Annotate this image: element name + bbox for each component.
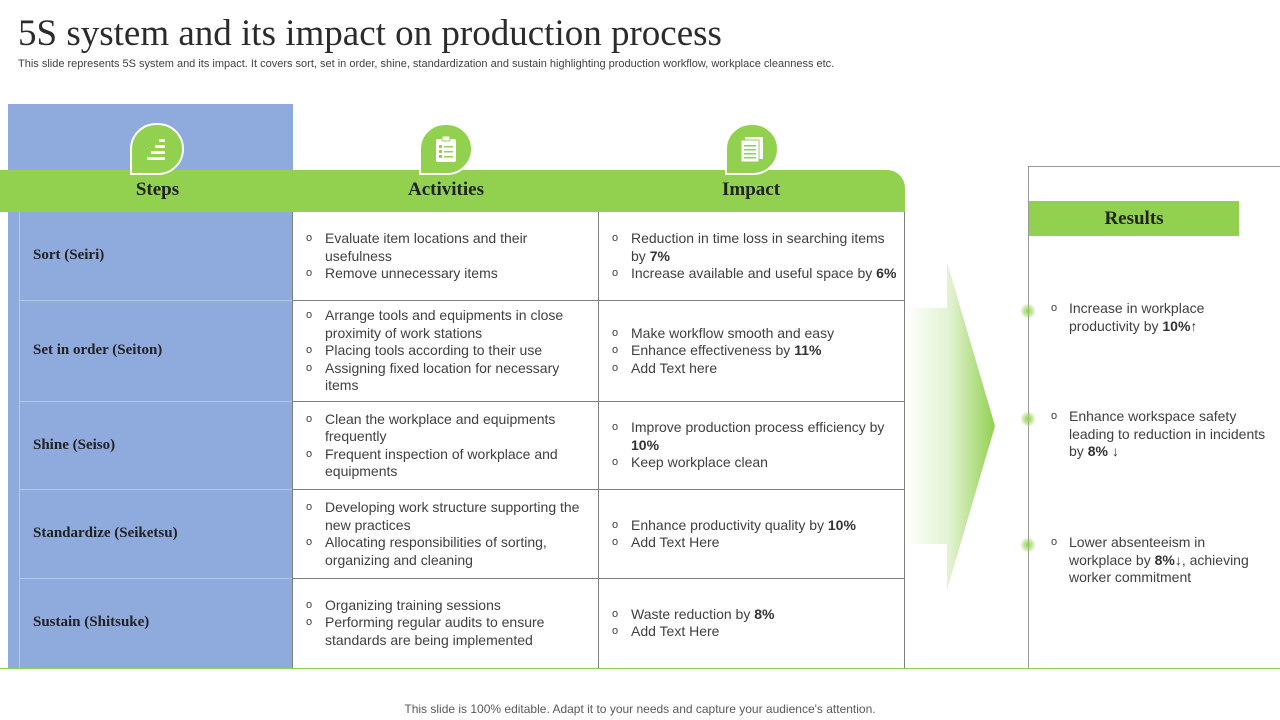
activity-item: Remove unnecessary items bbox=[293, 265, 593, 283]
activities-cell: Evaluate item locations and their useful… bbox=[293, 213, 593, 300]
activity-item: Developing work structure supporting the… bbox=[293, 499, 593, 534]
clipboard-checklist-icon bbox=[419, 123, 473, 175]
header-steps: Steps bbox=[135, 179, 180, 200]
document-icon bbox=[725, 123, 779, 175]
activity-item: Assigning fixed location for necessary i… bbox=[293, 360, 593, 395]
impact-cell: Improve production process efficiency by… bbox=[599, 402, 899, 489]
result-item: Lower absenteeism in workplace by 8%↓, a… bbox=[1045, 534, 1270, 587]
impact-item: Waste reduction by 8% bbox=[599, 606, 899, 624]
arrow-down-icon: ↓ bbox=[1111, 443, 1119, 459]
impact-cell: Waste reduction by 8% Add Text Here bbox=[599, 579, 899, 667]
step-separator bbox=[20, 401, 292, 402]
flow-arrow bbox=[905, 262, 995, 590]
impact-cell: Make workflow smooth and easy Enhance ef… bbox=[599, 301, 899, 401]
impact-item: Enhance productivity quality by 10% bbox=[599, 517, 899, 535]
page-subtitle: This slide represents 5S system and its … bbox=[18, 58, 835, 70]
result-glow-dot bbox=[1020, 537, 1036, 553]
table-header-bar bbox=[0, 170, 905, 212]
impact-item: Add Text Here bbox=[599, 534, 899, 552]
activity-item: Frequent inspection of workplace and equ… bbox=[293, 446, 593, 481]
step-separator bbox=[20, 300, 292, 301]
steps-inner-border bbox=[19, 212, 20, 668]
impact-item: Enhance effectiveness by 11% bbox=[599, 342, 899, 360]
page-title: 5S system and its impact on production p… bbox=[18, 13, 722, 54]
impact-item: Increase available and useful space by 6… bbox=[599, 265, 899, 283]
step-sort: Sort (Seiri) bbox=[33, 247, 105, 263]
grid-line bbox=[292, 300, 905, 301]
result-glow-dot bbox=[1020, 411, 1036, 427]
result-item: Enhance workspace safety leading to redu… bbox=[1045, 408, 1270, 461]
stairs-icon bbox=[130, 123, 184, 175]
header-impact: Impact bbox=[721, 179, 781, 200]
header-activities: Activities bbox=[408, 179, 484, 200]
bottom-divider bbox=[0, 668, 1280, 669]
activity-item: Performing regular audits to ensure stan… bbox=[293, 614, 593, 649]
impact-item: Reduction in time loss in searching item… bbox=[599, 230, 899, 265]
impact-cell: Reduction in time loss in searching item… bbox=[599, 213, 899, 300]
activity-item: Allocating responsibilities of sorting, … bbox=[293, 534, 593, 569]
activities-cell: Organizing training sessions Performing … bbox=[293, 579, 593, 667]
activity-item: Arrange tools and equipments in close pr… bbox=[293, 307, 593, 342]
results-header: Results bbox=[1029, 201, 1239, 236]
result-item: Increase in workplace productivity by 10… bbox=[1045, 300, 1270, 335]
step-separator bbox=[20, 489, 292, 490]
activities-cell: Arrange tools and equipments in close pr… bbox=[293, 301, 593, 401]
activity-item: Placing tools according to their use bbox=[293, 342, 593, 360]
arrow-up-icon: ↑ bbox=[1190, 317, 1198, 334]
impact-cell: Enhance productivity quality by 10% Add … bbox=[599, 490, 899, 578]
arrow-down-icon: ↓ bbox=[1174, 551, 1182, 568]
impact-item: Add Text Here bbox=[599, 623, 899, 641]
grid-line bbox=[292, 578, 905, 579]
result-glow-dot bbox=[1020, 303, 1036, 319]
impact-item: Add Text here bbox=[599, 360, 899, 378]
grid-line bbox=[292, 489, 905, 490]
step-sustain: Sustain (Shitsuke) bbox=[33, 614, 150, 630]
step-set-in-order: Set in order (Seiton) bbox=[33, 342, 163, 358]
grid-line bbox=[904, 212, 905, 668]
impact-item: Make workflow smooth and easy bbox=[599, 325, 899, 343]
impact-item: Improve production process efficiency by… bbox=[599, 419, 899, 454]
activity-item: Clean the workplace and equipments frequ… bbox=[293, 411, 593, 446]
footer-note: This slide is 100% editable. Adapt it to… bbox=[404, 702, 876, 716]
activities-cell: Clean the workplace and equipments frequ… bbox=[293, 402, 593, 489]
impact-item: Keep workplace clean bbox=[599, 454, 899, 472]
grid-line bbox=[292, 401, 905, 402]
activity-item: Organizing training sessions bbox=[293, 597, 593, 615]
step-standardize: Standardize (Seiketsu) bbox=[33, 525, 178, 541]
step-separator bbox=[20, 578, 292, 579]
step-shine: Shine (Seiso) bbox=[33, 437, 116, 453]
activity-item: Evaluate item locations and their useful… bbox=[293, 230, 593, 265]
activities-cell: Developing work structure supporting the… bbox=[293, 490, 593, 578]
